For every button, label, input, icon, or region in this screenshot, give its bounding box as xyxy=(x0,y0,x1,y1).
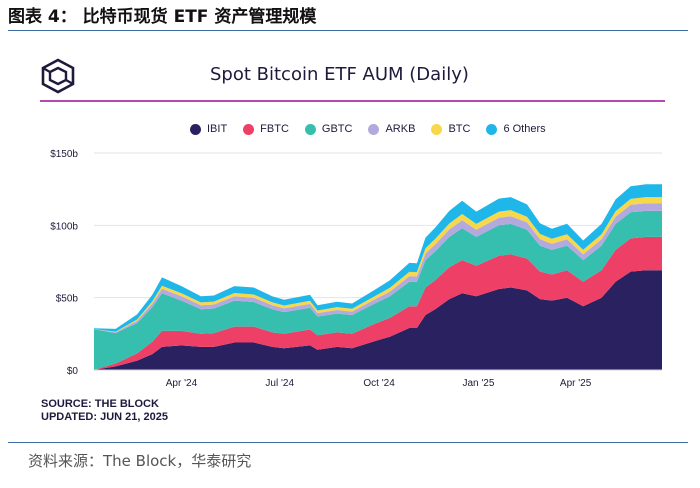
legend-label: BTC xyxy=(448,123,471,135)
legend-item-btc: BTC xyxy=(431,123,470,135)
stacked-area-chart: $0 $50b $100b $150b Apr '24 Jul '24 Oct '24 Jan… xyxy=(50,149,662,389)
x-tick-label: Jan '25 xyxy=(462,378,494,389)
legend-swatch xyxy=(486,123,498,135)
bottom-divider xyxy=(8,442,688,443)
legend-swatch xyxy=(304,123,316,135)
legend-swatch xyxy=(190,123,201,135)
legend-item-6-others: 6 Others xyxy=(486,123,546,135)
title-divider xyxy=(40,100,665,102)
y-tick-label: $150b xyxy=(50,149,78,160)
footnote-source: 资料来源：The Block，华泰研究 xyxy=(28,452,252,470)
legend-label: GBTC xyxy=(321,123,353,135)
legend-swatch xyxy=(243,123,255,135)
source-block: SOURCE: THE BLOCK UPDATED: JUN 21, 2025 xyxy=(41,398,168,424)
legend-item-gbtc: GBTC xyxy=(304,123,353,135)
legend-swatch xyxy=(368,123,380,135)
legend-swatch xyxy=(431,123,443,135)
y-tick-label: $0 xyxy=(67,366,79,377)
chart-title: Spot Bitcoin ETF AUM (Daily) xyxy=(210,64,469,85)
series-area-arkb xyxy=(94,203,662,334)
legend-item-fbtc: FBTC xyxy=(243,123,289,135)
series-area-fbtc xyxy=(94,236,662,370)
figure-caption: 图表 4： 比特币现货 ETF 资产管理规模 xyxy=(8,7,317,27)
the-block-cube-logo xyxy=(41,58,75,94)
x-tick-label: Apr '24 xyxy=(166,378,198,389)
legend-label: 6 Others xyxy=(503,123,546,135)
source-line: SOURCE: THE BLOCK xyxy=(41,398,159,410)
y-tick-label: $100b xyxy=(50,221,78,232)
legend-label: IBIT xyxy=(207,123,228,135)
x-tick-label: Apr '25 xyxy=(560,378,592,389)
top-divider xyxy=(8,30,688,31)
legend-item-arkb: ARKB xyxy=(368,123,415,135)
x-tick-label: Oct '24 xyxy=(363,378,395,389)
legend-label: FBTC xyxy=(260,123,289,135)
chart-legend: IBIT FBTC GBTC ARKB BTC 6 Others xyxy=(190,120,546,138)
updated-line: UPDATED: JUN 21, 2025 xyxy=(41,411,168,423)
series-area-gbtc xyxy=(94,210,662,370)
legend-label: ARKB xyxy=(385,123,416,135)
x-tick-label: Jul '24 xyxy=(265,378,294,389)
y-tick-label: $50b xyxy=(56,294,79,305)
series-area-ibit xyxy=(94,270,662,370)
legend-item-ibit: IBIT xyxy=(190,123,227,135)
